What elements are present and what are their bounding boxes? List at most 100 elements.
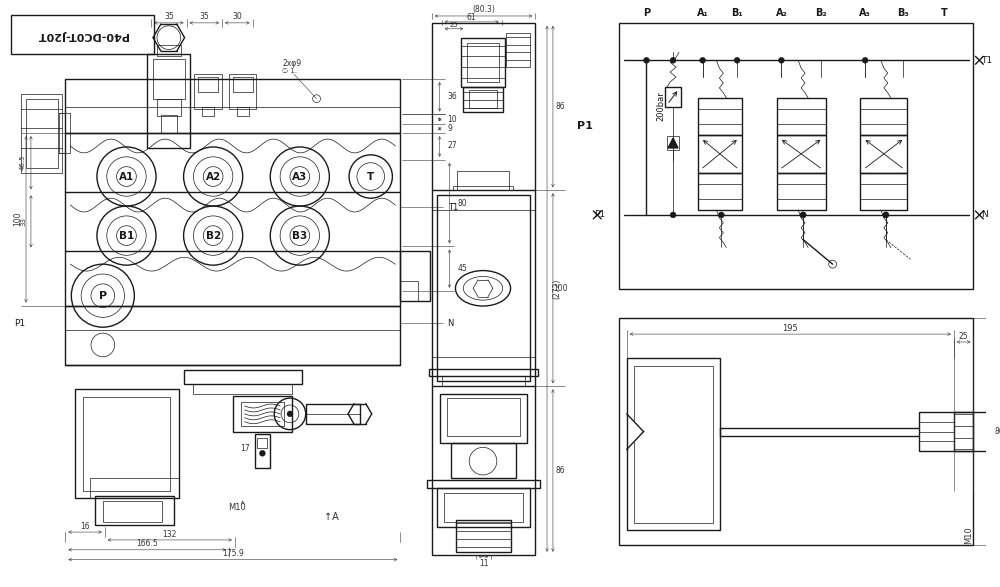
Bar bbox=[157, 45, 181, 56]
Circle shape bbox=[800, 212, 806, 218]
Bar bbox=[21, 94, 62, 173]
Text: 27: 27 bbox=[448, 141, 457, 150]
Bar bbox=[184, 370, 302, 384]
Text: 33: 33 bbox=[20, 217, 26, 227]
Bar bbox=[432, 23, 535, 555]
Text: 86: 86 bbox=[556, 466, 566, 475]
Text: A₁: A₁ bbox=[697, 8, 709, 18]
Bar bbox=[698, 135, 742, 173]
Text: M10: M10 bbox=[228, 503, 246, 512]
Bar bbox=[619, 23, 973, 289]
Bar bbox=[233, 77, 253, 92]
Bar bbox=[198, 77, 218, 92]
Text: B₂: B₂ bbox=[815, 8, 827, 18]
Text: 16: 16 bbox=[80, 522, 90, 531]
Text: 86: 86 bbox=[556, 102, 566, 111]
Circle shape bbox=[670, 58, 676, 63]
Text: 25: 25 bbox=[959, 332, 968, 340]
Text: 2xφ9: 2xφ9 bbox=[282, 59, 301, 68]
Bar bbox=[777, 97, 826, 135]
Bar bbox=[463, 87, 503, 112]
Text: 61: 61 bbox=[466, 14, 476, 22]
Text: A₂: A₂ bbox=[776, 8, 787, 18]
Text: A3: A3 bbox=[292, 171, 307, 181]
Bar bbox=[457, 171, 509, 190]
Bar bbox=[860, 97, 907, 135]
Text: 9: 9 bbox=[448, 124, 452, 133]
Bar bbox=[665, 87, 681, 107]
Bar bbox=[698, 97, 742, 135]
Text: B1: B1 bbox=[119, 231, 134, 241]
Bar bbox=[83, 397, 170, 491]
Bar bbox=[919, 412, 1000, 451]
Bar bbox=[65, 306, 400, 365]
Text: 25: 25 bbox=[449, 22, 458, 28]
Text: 80: 80 bbox=[457, 198, 467, 208]
Bar bbox=[432, 210, 535, 357]
Text: B3: B3 bbox=[292, 231, 307, 241]
Bar bbox=[400, 251, 430, 301]
Bar bbox=[161, 116, 177, 133]
Bar bbox=[75, 389, 179, 498]
Text: P40-DC0T-J20T: P40-DC0T-J20T bbox=[37, 30, 128, 40]
Bar bbox=[627, 357, 720, 530]
Bar bbox=[65, 133, 400, 306]
Circle shape bbox=[883, 212, 889, 218]
Text: 100: 100 bbox=[14, 212, 23, 226]
Text: 166.5: 166.5 bbox=[136, 539, 158, 548]
Text: P: P bbox=[643, 8, 650, 18]
Circle shape bbox=[734, 58, 740, 63]
Text: 46.5: 46.5 bbox=[20, 155, 26, 170]
Bar bbox=[194, 74, 222, 109]
Circle shape bbox=[644, 58, 649, 63]
Bar bbox=[453, 186, 513, 190]
Text: N: N bbox=[448, 319, 454, 328]
Bar bbox=[698, 173, 742, 210]
Text: B2: B2 bbox=[206, 231, 221, 241]
Text: P1: P1 bbox=[577, 122, 592, 131]
Bar bbox=[233, 396, 292, 431]
Bar bbox=[65, 79, 400, 133]
Bar bbox=[437, 488, 530, 527]
Bar bbox=[257, 438, 267, 448]
Text: 10: 10 bbox=[448, 115, 457, 124]
Circle shape bbox=[862, 58, 868, 63]
Bar bbox=[442, 376, 525, 386]
Text: T: T bbox=[941, 8, 947, 18]
Bar bbox=[229, 74, 256, 109]
Bar bbox=[667, 136, 679, 150]
Text: P1: P1 bbox=[594, 210, 605, 220]
Text: B₃: B₃ bbox=[897, 8, 908, 18]
Bar bbox=[427, 480, 540, 488]
Text: A2: A2 bbox=[206, 171, 221, 181]
Bar bbox=[444, 492, 523, 522]
Text: 35: 35 bbox=[164, 12, 174, 22]
Text: 86: 86 bbox=[994, 427, 1000, 436]
Text: M10: M10 bbox=[964, 526, 973, 544]
Text: 195: 195 bbox=[782, 323, 798, 333]
Text: A1: A1 bbox=[119, 171, 134, 181]
Bar bbox=[469, 90, 497, 107]
Circle shape bbox=[883, 212, 889, 218]
Circle shape bbox=[800, 212, 806, 218]
Text: (272): (272) bbox=[552, 279, 561, 299]
Text: N: N bbox=[981, 210, 988, 220]
Bar bbox=[103, 501, 162, 522]
Text: 175.9: 175.9 bbox=[222, 549, 244, 558]
Bar bbox=[461, 38, 505, 87]
Bar bbox=[860, 135, 907, 173]
Circle shape bbox=[287, 411, 293, 417]
Text: ∅ 1.: ∅ 1. bbox=[282, 68, 297, 74]
Circle shape bbox=[259, 450, 265, 456]
Text: (80.3): (80.3) bbox=[472, 5, 495, 14]
Bar bbox=[193, 384, 292, 394]
Bar bbox=[90, 478, 179, 498]
Text: P1: P1 bbox=[14, 319, 25, 328]
Bar bbox=[777, 135, 826, 173]
Bar bbox=[400, 281, 418, 301]
Circle shape bbox=[778, 58, 784, 63]
Text: 35: 35 bbox=[199, 12, 209, 22]
Bar bbox=[860, 173, 907, 210]
Bar bbox=[634, 366, 713, 523]
Polygon shape bbox=[627, 414, 644, 449]
